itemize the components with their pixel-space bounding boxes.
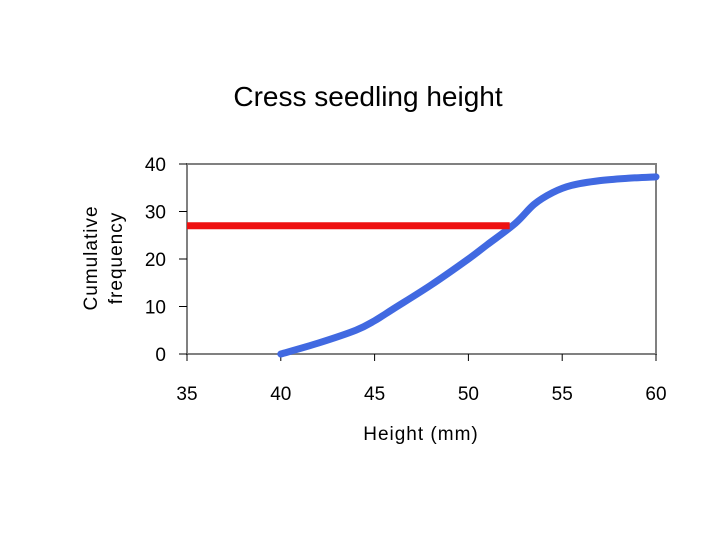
y-axis-label-line-1: Cumulative — [81, 205, 102, 310]
y-tick-label: 10 — [145, 298, 166, 319]
x-axis: 35 40 45 50 55 60 — [176, 354, 667, 405]
x-tick-label: 60 — [645, 384, 666, 405]
y-axis-label: Cumulative frequency — [81, 205, 127, 310]
chart-title: Cress seedling height — [233, 81, 502, 112]
y-axis: 0 10 20 30 40 — [145, 155, 187, 366]
x-tick-label: 35 — [176, 384, 197, 405]
x-tick-label: 40 — [270, 384, 291, 405]
x-tick-label: 50 — [458, 384, 479, 405]
series-line-cumulative-frequency — [277, 173, 660, 358]
plot-area — [186, 163, 657, 355]
x-tick-label: 55 — [552, 384, 573, 405]
series-layer — [187, 173, 660, 358]
y-axis-label-line-2: frequency — [106, 212, 127, 304]
x-axis-label: Height (mm) — [363, 424, 479, 445]
y-tick-label: 0 — [155, 345, 166, 366]
y-tick-label: 40 — [145, 155, 166, 176]
y-tick-label: 30 — [145, 203, 166, 224]
x-tick-label: 45 — [364, 384, 385, 405]
y-tick-label: 20 — [145, 250, 166, 271]
